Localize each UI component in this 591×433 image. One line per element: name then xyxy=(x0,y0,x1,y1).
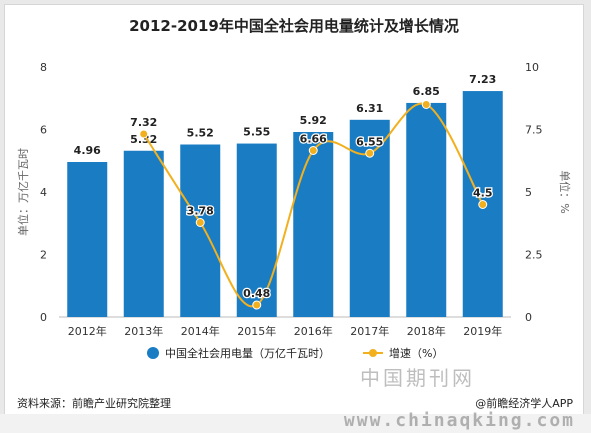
growth-point xyxy=(365,148,375,158)
bottom-strip: www.chinaqking.com xyxy=(0,410,591,433)
bar xyxy=(67,162,108,317)
chart-card: 2012-2019年中国全社会用电量统计及增长情况 0 2 4 6 8 0 2.5 5 7.5 1… xyxy=(4,4,584,416)
y-tick-label: 4 xyxy=(40,186,47,199)
bar-value-label: 7.23 xyxy=(469,73,496,86)
growth-point xyxy=(195,218,205,227)
growth-value-label: 3.78 xyxy=(187,205,214,218)
bar xyxy=(123,150,164,317)
x-tick-label: 2012年 xyxy=(68,324,107,338)
y2-tick-label: 5 xyxy=(525,186,532,199)
bar xyxy=(293,132,334,317)
growth-value-label: 4.5 xyxy=(473,187,493,200)
growth-point xyxy=(421,100,431,109)
y2-tick-label: 2.5 xyxy=(525,249,543,262)
bar-value-label: 5.92 xyxy=(300,114,327,127)
x-tick-label: 2018年 xyxy=(407,324,446,338)
y2-tick-label: 7.5 xyxy=(525,124,543,137)
y-tick-label: 0 xyxy=(40,311,47,324)
watermark-site: www.chinaqking.com xyxy=(343,410,575,431)
x-tick-label: 2014年 xyxy=(181,324,220,338)
bar xyxy=(406,102,447,317)
bar-value-label: 5.55 xyxy=(243,126,270,139)
watermark-text: 中国期刊网 xyxy=(360,366,475,390)
bar xyxy=(180,144,221,317)
bar-value-label: 6.31 xyxy=(356,102,383,115)
bar-value-label: 4.96 xyxy=(74,144,101,157)
x-tick-label: 2016年 xyxy=(294,324,333,338)
y-tick-label: 2 xyxy=(40,249,47,262)
legend-bar-marker xyxy=(147,347,159,359)
chart-svg: 0 2 4 6 8 0 2.5 5 7.5 10 单位：万亿千瓦时 单位：% 4.96 5.32 5.52 5… xyxy=(16,61,572,360)
growth-point xyxy=(139,129,149,139)
y2-tick-label: 0 xyxy=(525,311,532,324)
legend-line-label: 增速（%） xyxy=(389,346,443,360)
growth-value-label: 6.55 xyxy=(356,135,383,148)
y-axis-title: 单位：万亿千瓦时 xyxy=(16,148,30,236)
bar xyxy=(236,143,277,317)
growth-value-label: 0.48 xyxy=(243,287,270,300)
y-tick-label: 8 xyxy=(40,61,47,74)
growth-value-label: 7.32 xyxy=(130,116,157,129)
growth-point xyxy=(252,300,262,310)
chart-title: 2012-2019年中国全社会用电量统计及增长情况 xyxy=(129,17,459,35)
x-tick-label: 2015年 xyxy=(237,324,276,338)
source-note: 资料来源：前瞻产业研究院整理 xyxy=(17,397,171,410)
bar-value-label: 5.52 xyxy=(187,127,214,140)
growth-point xyxy=(478,200,488,209)
bar-value-label: 5.32 xyxy=(130,133,157,146)
y-tick-label: 6 xyxy=(40,124,47,137)
x-tick-label: 2013年 xyxy=(124,324,163,338)
y2-axis-title: 单位：% xyxy=(558,170,572,213)
legend-line-dot xyxy=(369,349,377,357)
x-tick-label: 2017年 xyxy=(350,324,389,338)
y2-tick-label: 10 xyxy=(525,61,539,74)
brand-credit: @前瞻经济学人APP xyxy=(475,397,573,410)
growth-point xyxy=(308,146,318,155)
x-tick-label: 2019年 xyxy=(463,324,502,338)
growth-value-label: 6.66 xyxy=(300,133,327,146)
bar-value-label: 6.85 xyxy=(413,85,440,98)
legend-bar-label: 中国全社会用电量（万亿千瓦时） xyxy=(165,346,330,360)
